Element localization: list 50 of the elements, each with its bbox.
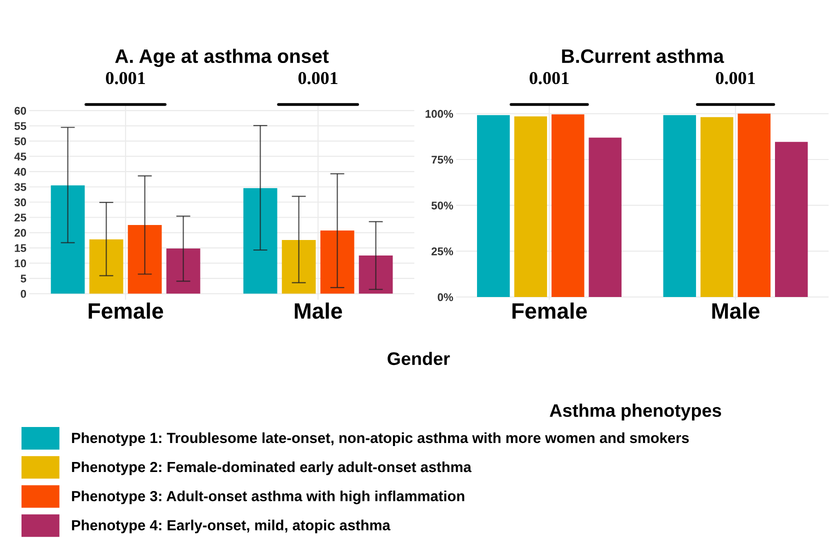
bar xyxy=(663,115,696,297)
text: 0.001 xyxy=(298,72,338,84)
legend-label: Phenotype 1: Troublesome late-onset, non-atopic asthma with more women and smokers xyxy=(72,432,689,446)
y-tick-label: 40 xyxy=(14,168,26,176)
y-tick-label: 75% xyxy=(432,156,454,164)
bar xyxy=(50,185,85,294)
x-axis-title: Gender xyxy=(388,352,450,366)
bar xyxy=(588,138,622,297)
bar xyxy=(477,115,510,297)
y-tick-label: 20 xyxy=(14,228,26,237)
chart-title: A. Age at asthma onset xyxy=(115,48,329,67)
bar xyxy=(166,248,200,294)
chart-title: B.Current asthma xyxy=(562,48,724,64)
y-tick-label: 15 xyxy=(14,244,26,252)
y-tick-label: 25 xyxy=(14,214,26,222)
y-tick-label: 30 xyxy=(14,198,26,206)
bar xyxy=(738,114,771,297)
y-tick-label: 50 xyxy=(14,137,26,146)
bar xyxy=(243,188,278,294)
y-tick-label: 25% xyxy=(432,247,454,256)
bar xyxy=(282,240,316,294)
legend-label: Phenotype 2: Female-dominated early adult-onset asthma xyxy=(72,461,472,476)
y-tick-label: 0 xyxy=(20,290,26,298)
y-tick-label: 60 xyxy=(14,106,26,115)
text: 0.001 xyxy=(106,72,145,84)
y-tick-label: 5 xyxy=(20,274,26,283)
bar xyxy=(89,239,124,294)
y-tick-label: 55 xyxy=(14,122,26,130)
bar xyxy=(128,225,162,294)
bar xyxy=(700,117,734,297)
y-tick-label: 100% xyxy=(426,110,454,118)
legend-label: Phenotype 3: Adult-onset asthma with high inflammation xyxy=(72,490,464,504)
bar xyxy=(552,114,584,297)
y-tick-label: 50% xyxy=(431,202,454,210)
bar xyxy=(774,142,808,297)
x-tick-label: Male xyxy=(712,302,760,319)
y-tick-label: 45 xyxy=(14,152,26,160)
legend-label: Phenotype 4: Early-onset, mild, atopic asthma xyxy=(72,520,390,534)
x-tick-label: Male xyxy=(294,302,342,319)
x-tick-label: Female xyxy=(88,302,164,319)
y-tick-label: 0% xyxy=(438,293,454,302)
text: 0.001 xyxy=(716,72,755,84)
x-tick-label: Female xyxy=(512,302,587,319)
bar xyxy=(320,230,354,294)
y-tick-label: 10 xyxy=(14,259,26,268)
bar xyxy=(358,256,393,294)
text: 0.001 xyxy=(530,72,569,84)
bar xyxy=(514,116,548,297)
y-tick-label: 35 xyxy=(14,183,26,192)
legend-title: Asthma phenotypes xyxy=(550,404,722,420)
